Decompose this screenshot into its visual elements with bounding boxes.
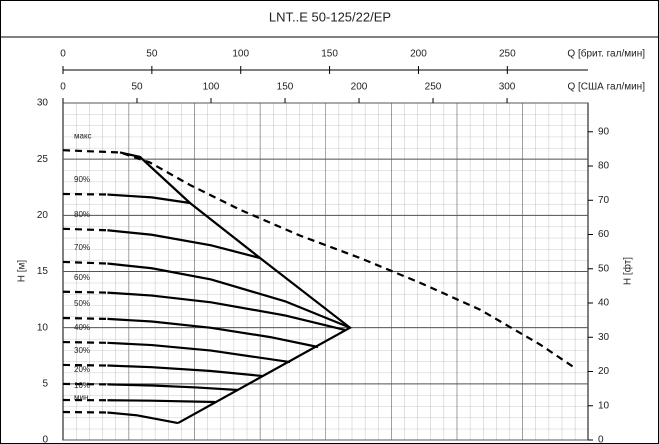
curve [62, 192, 108, 196]
x2-tick-label: 250 [499, 49, 516, 60]
x2-tick-label: 150 [321, 49, 338, 60]
curve [62, 340, 108, 344]
x-tick-label: 250 [425, 82, 442, 93]
curve [62, 227, 108, 232]
x-label: Q [США гал/мин] [567, 82, 645, 93]
y2-tick-label: 90 [598, 126, 610, 137]
curve [107, 383, 239, 392]
y2-tick-label: 10 [598, 400, 610, 411]
curve [107, 399, 216, 404]
curve-label: 90% [74, 175, 90, 184]
x2-tick-label: 100 [232, 49, 249, 60]
y2-tick-label: 30 [598, 332, 610, 343]
x2-tick-label: 0 [60, 49, 66, 60]
x-tick-label: 200 [351, 82, 368, 93]
y2-tick-label: 80 [598, 161, 610, 172]
x-tick-label: 300 [499, 82, 516, 93]
curve-label: мин [74, 393, 88, 402]
curve [107, 262, 351, 329]
x2-label: Q [брит. гал/мин] [567, 48, 645, 60]
y-tick-label: 15 [37, 266, 49, 277]
curve [107, 193, 191, 205]
curve-label: 50% [74, 299, 90, 308]
y2-label: H [фт] [622, 257, 634, 285]
y-tick-label: 0 [42, 435, 48, 444]
curve [119, 151, 352, 424]
y-tick-label: 5 [42, 378, 48, 389]
y-label: H [м] [17, 260, 28, 283]
x-tick-label: 50 [131, 82, 143, 93]
curve-label: 20% [74, 365, 90, 374]
y2-tick-label: 70 [598, 195, 610, 206]
curve [107, 341, 291, 364]
curve-label: 40% [74, 323, 90, 332]
curve-label: макс [74, 131, 92, 140]
y-tick-label: 30 [37, 98, 49, 109]
y-tick-label: 10 [37, 322, 49, 333]
curve [107, 364, 263, 378]
y2-tick-label: 0 [598, 435, 604, 444]
x2-tick-label: 200 [410, 49, 427, 60]
y2-tick-label: 40 [598, 298, 610, 309]
curve [107, 411, 179, 425]
y2-tick-label: 50 [598, 263, 610, 274]
curve-label: 80% [74, 210, 90, 219]
curve [62, 316, 108, 321]
x2-tick-label: 50 [146, 49, 158, 60]
curve-label: 30% [74, 346, 90, 355]
y-tick-label: 20 [37, 210, 49, 221]
curve [62, 290, 108, 294]
y2-tick-label: 20 [598, 366, 610, 377]
curve-label: 60% [74, 273, 90, 282]
x-tick-label: 100 [203, 82, 220, 93]
curve [107, 291, 346, 331]
curve [62, 363, 108, 367]
x-tick-label: 150 [277, 82, 294, 93]
curve [107, 229, 261, 260]
x-tick-label: 0 [60, 82, 66, 93]
curve-label: 10% [74, 381, 90, 390]
curve [62, 260, 108, 265]
y2-tick-label: 60 [598, 229, 610, 240]
y-tick-label: 25 [37, 154, 49, 165]
curve-label: 70% [74, 243, 90, 252]
chart-title: LNT..E 50-125/22/EP [269, 9, 391, 24]
curve [107, 317, 319, 349]
curve [62, 149, 576, 370]
